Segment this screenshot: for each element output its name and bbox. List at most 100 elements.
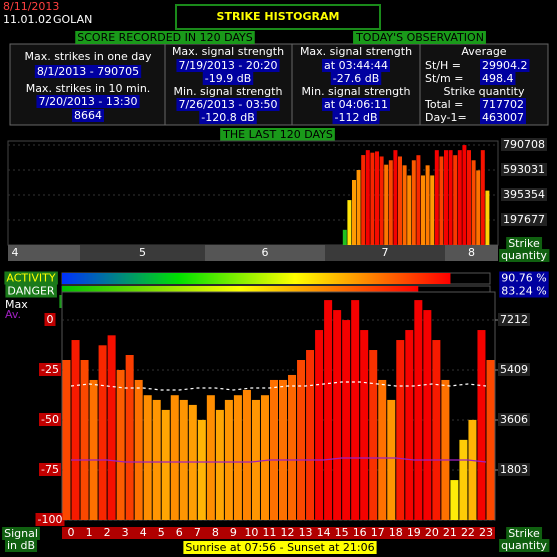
month-band: [80, 245, 205, 261]
x-tick-label: 6: [176, 526, 183, 539]
bar: [430, 175, 435, 245]
stat-label: Max. signal strength: [300, 45, 412, 58]
bar: [351, 300, 360, 520]
bar: [315, 330, 324, 520]
panel-title: SCORE RECORDED IN 120 DAYS: [77, 31, 253, 44]
level-value: 83.24 %: [501, 285, 546, 298]
bar: [342, 229, 347, 245]
y-tick-label-bg: [35, 513, 65, 526]
bar: [288, 374, 297, 520]
stat-value-bg: [36, 95, 140, 108]
bar: [462, 145, 467, 245]
y2-tick-label: 7212: [500, 313, 528, 326]
bar: [143, 395, 152, 520]
bar: [333, 310, 342, 520]
stat-value: -112 dB: [335, 111, 378, 124]
x-tick-label: 6: [262, 246, 269, 259]
bar: [269, 379, 278, 520]
x-tick-label: 5: [158, 526, 165, 539]
month-band: [445, 245, 498, 261]
y-tick-label: 197677: [503, 213, 545, 226]
x-tick-label: 5: [139, 246, 146, 259]
x-tick-label: 13: [299, 526, 313, 539]
legend-entry: Max: [5, 298, 28, 311]
bar: [441, 379, 450, 520]
bar: [279, 379, 288, 520]
stat-value-bg: [322, 59, 390, 72]
y2-tick-label-bg: [498, 463, 530, 477]
y-tick-label-bg: [44, 313, 56, 326]
axis-label: quantity: [501, 539, 547, 552]
bar: [324, 300, 333, 520]
y-tick-label: 593031: [503, 163, 545, 176]
stat-value: at 03:44:44: [324, 59, 388, 72]
y-tick-label-bg: [39, 413, 61, 426]
y-tick-label: -75: [41, 463, 59, 476]
bar: [402, 165, 407, 245]
bar: [439, 156, 444, 245]
y2-tick-label-bg: [498, 413, 530, 427]
bar: [485, 190, 490, 245]
bar: [152, 399, 161, 520]
axis-label: Strike: [508, 527, 540, 540]
bar: [384, 164, 389, 245]
bar: [71, 340, 80, 520]
bar: [125, 355, 134, 520]
stat-value-bg: [332, 111, 380, 124]
x-tick-label: 17: [371, 526, 385, 539]
bar: [477, 330, 486, 520]
stat-value: 498.4: [482, 72, 514, 85]
bar: [352, 179, 356, 245]
y-tick-label-bg: [501, 213, 547, 226]
bar: [387, 399, 396, 520]
stat-value: 29904.2: [482, 59, 528, 72]
bar: [476, 170, 481, 245]
level-name: DANGER: [7, 285, 55, 298]
x-tick-label: 23: [479, 526, 493, 539]
stat-label: St/m =: [425, 72, 463, 85]
date: 8/11/2013: [3, 0, 59, 13]
sun-times: Sunrise at 07:56 - Sunset at 21:06: [185, 541, 374, 554]
bar: [369, 350, 378, 520]
x-tick-label: 7: [382, 246, 389, 259]
level-value-bg: [499, 271, 549, 285]
axis-label-bg: [506, 527, 543, 540]
bar: [396, 340, 405, 520]
bar: [416, 155, 421, 245]
bar: [414, 300, 423, 520]
bar: [405, 330, 414, 520]
x-tick-label: 0: [68, 526, 75, 539]
bar: [434, 150, 439, 245]
axis-label: quantity: [501, 249, 547, 262]
bar: [398, 156, 402, 245]
y-tick-label: 0: [47, 313, 54, 326]
y2-tick-label: 3606: [500, 413, 528, 426]
bar: [423, 310, 432, 520]
month-band: [325, 245, 445, 261]
y-tick-label: -25: [41, 363, 59, 376]
x-tick-label: 4: [12, 246, 19, 259]
bar: [370, 152, 375, 245]
bar: [388, 160, 393, 245]
chart-title: THE LAST 120 DAYS: [222, 128, 333, 141]
y-tick-label: 790708: [503, 138, 545, 151]
stat-value-bg: [480, 111, 526, 124]
y-tick-label: 395354: [503, 188, 545, 201]
bar: [467, 150, 471, 245]
level-value-bg: [499, 284, 549, 298]
stat-label: Min. signal strength: [174, 85, 283, 98]
bar: [471, 160, 476, 245]
stat-value-bg: [480, 72, 516, 85]
bar: [378, 379, 387, 520]
x-tick-label: 7: [194, 526, 201, 539]
title: STRIKE HISTOGRAM: [217, 10, 340, 23]
y-tick-label: -100: [38, 513, 63, 526]
stat-value-bg: [322, 98, 390, 111]
bar: [62, 359, 71, 520]
time: 11.01.02: [3, 13, 52, 26]
stat-value-bg: [480, 98, 526, 111]
x-tick-label: 8: [212, 526, 219, 539]
stat-label: Max. strikes in 10 min.: [26, 82, 151, 95]
